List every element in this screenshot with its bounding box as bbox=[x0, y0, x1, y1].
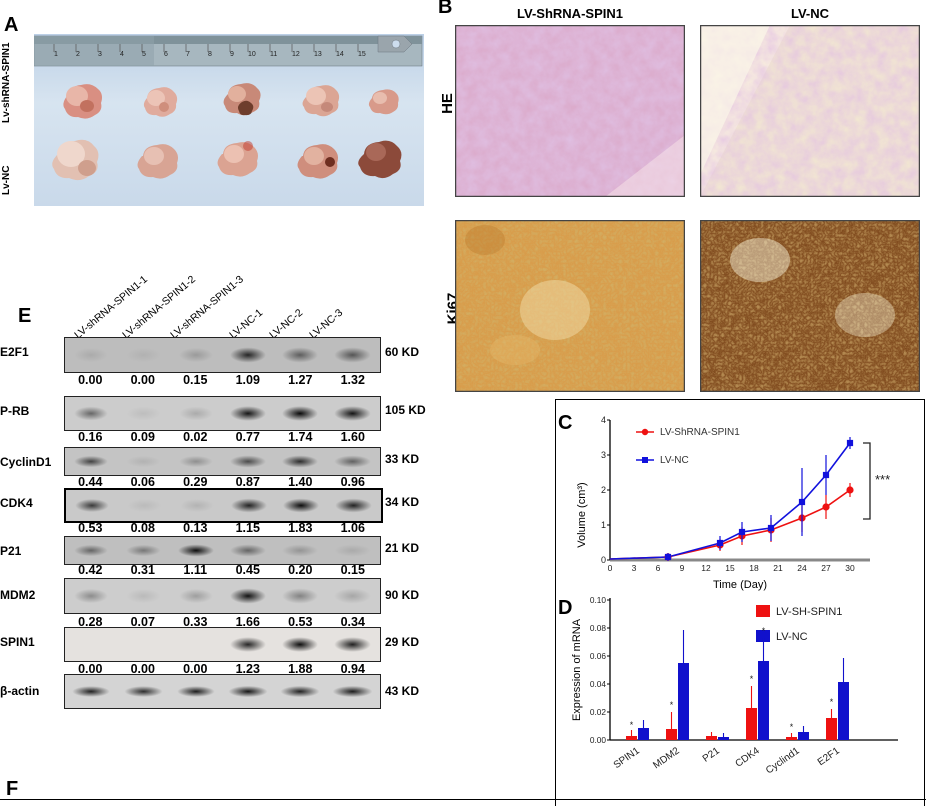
svg-text:SPIN1: SPIN1 bbox=[612, 745, 642, 771]
svg-text:12: 12 bbox=[701, 563, 711, 573]
svg-text:3: 3 bbox=[601, 450, 606, 460]
svg-text:*: * bbox=[762, 626, 766, 636]
svg-text:24: 24 bbox=[797, 563, 807, 573]
svg-text:21: 21 bbox=[773, 563, 783, 573]
svg-text:0.04: 0.04 bbox=[590, 679, 607, 689]
svg-text:27: 27 bbox=[821, 563, 831, 573]
svg-text:0: 0 bbox=[608, 563, 613, 573]
svg-text:1: 1 bbox=[601, 520, 606, 530]
svg-text:2: 2 bbox=[601, 485, 606, 495]
svg-text:0.10: 0.10 bbox=[590, 595, 607, 605]
svg-text:6: 6 bbox=[656, 563, 661, 573]
svg-text:4: 4 bbox=[601, 415, 606, 425]
svg-text:*: * bbox=[830, 697, 834, 707]
svg-text:CDK4: CDK4 bbox=[734, 745, 763, 770]
svg-text:0.02: 0.02 bbox=[590, 707, 607, 717]
svg-text:15: 15 bbox=[725, 563, 735, 573]
svg-text:0.06: 0.06 bbox=[590, 651, 607, 661]
svg-text:Cyclind1: Cyclind1 bbox=[764, 745, 802, 776]
svg-text:*: * bbox=[790, 722, 794, 732]
svg-text:*: * bbox=[630, 720, 634, 730]
svg-text:*: * bbox=[670, 700, 674, 710]
svg-text:*: * bbox=[750, 674, 754, 684]
svg-text:***: *** bbox=[875, 472, 890, 487]
svg-text:LV-NC: LV-NC bbox=[660, 455, 689, 466]
svg-text:LV-ShRNA-SPIN1: LV-ShRNA-SPIN1 bbox=[660, 427, 740, 438]
svg-text:18: 18 bbox=[749, 563, 759, 573]
svg-text:0.08: 0.08 bbox=[590, 623, 607, 633]
svg-text:0: 0 bbox=[601, 555, 606, 565]
svg-text:LV-SH-SPIN1: LV-SH-SPIN1 bbox=[776, 606, 842, 618]
svg-text:MDM2: MDM2 bbox=[651, 745, 682, 771]
svg-text:E2F1: E2F1 bbox=[816, 745, 842, 768]
svg-text:Volume (cm³): Volume (cm³) bbox=[576, 482, 588, 547]
svg-text:Expression of mRNA: Expression of mRNA bbox=[571, 618, 583, 721]
svg-text:P21: P21 bbox=[701, 745, 722, 764]
svg-text:9: 9 bbox=[680, 563, 685, 573]
svg-text:3: 3 bbox=[632, 563, 637, 573]
svg-text:LV-NC: LV-NC bbox=[776, 631, 808, 643]
svg-text:0.00: 0.00 bbox=[590, 735, 607, 745]
svg-text:30: 30 bbox=[845, 563, 855, 573]
